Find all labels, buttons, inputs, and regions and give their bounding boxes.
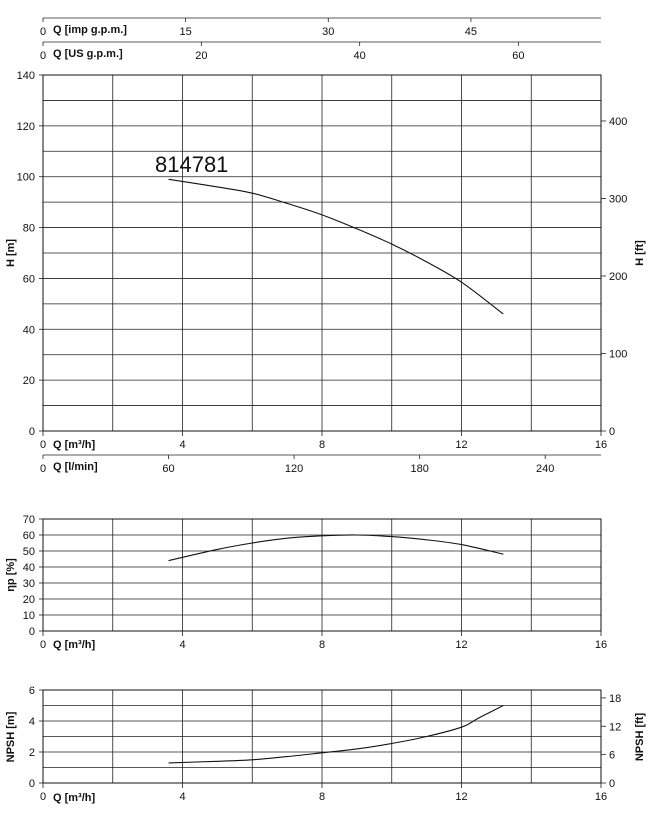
pump-model-label: 814781 <box>155 152 228 177</box>
npsh-y-axis-label: NPSH [m] <box>5 711 17 762</box>
bottom-axis2-tick-label: 60 <box>162 463 174 475</box>
efficiency-x-tick-label: 16 <box>595 639 607 651</box>
head-right-tick-label: 100 <box>609 348 627 360</box>
npsh-y-axis-right-label: NPSH [ft] <box>634 713 646 762</box>
npsh-x-tick-label: 12 <box>455 791 467 803</box>
head-y-axis-right-label: H [ft] <box>634 240 646 266</box>
head-x-tick-label: 8 <box>319 439 325 451</box>
head-y-tick-label: 0 <box>29 426 35 438</box>
head-right-tick-label: 200 <box>609 271 627 283</box>
head-x-axis-label: Q [m³/h] <box>53 439 95 451</box>
head-x-tick-label: 12 <box>455 439 467 451</box>
efficiency-y-tick-label: 50 <box>23 546 35 558</box>
head-y-tick-label: 120 <box>17 121 35 133</box>
efficiency-x-axis-label: Q [m³/h] <box>53 639 95 651</box>
npsh-x-axis-label: Q [m³/h] <box>53 792 95 804</box>
npsh-x-tick-label: 16 <box>595 791 607 803</box>
head-x-tick-label: 4 <box>179 439 185 451</box>
head-x-tick-label: 0 <box>40 439 46 451</box>
efficiency-x-tick-label: 0 <box>40 639 46 651</box>
top-axis-tick-label: 60 <box>512 50 524 62</box>
top-axis-tick-label: 45 <box>465 26 477 38</box>
npsh-y-tick-label: 6 <box>29 685 35 697</box>
head-y-tick-label: 100 <box>17 172 35 184</box>
top-axis-tick-label: 20 <box>195 50 207 62</box>
npsh-x-tick-label: 8 <box>319 791 325 803</box>
npsh-x-tick-label: 4 <box>179 791 185 803</box>
top-axis-label: Q [imp g.p.m.] <box>53 24 127 36</box>
efficiency-y-tick-label: 30 <box>23 578 35 590</box>
npsh-x-tick-label: 0 <box>40 791 46 803</box>
npsh-right-tick-label: 6 <box>609 750 615 762</box>
efficiency-y-tick-label: 40 <box>23 562 35 574</box>
npsh-right-tick-label: 18 <box>609 693 621 705</box>
efficiency-y-tick-label: 0 <box>29 626 35 638</box>
bottom-axis2-tick-label: 120 <box>285 463 303 475</box>
efficiency-x-tick-label: 4 <box>179 639 185 651</box>
efficiency-x-tick-label: 8 <box>319 639 325 651</box>
bottom-axis2-label: Q [l/min] <box>53 461 98 473</box>
head-right-tick-label: 400 <box>609 116 627 128</box>
top-axis-tick-label: 0 <box>40 26 46 38</box>
top-axis-tick-label: 30 <box>322 26 334 38</box>
top-axis-label: Q [US g.p.m.] <box>53 48 123 60</box>
head-right-tick-label: 300 <box>609 193 627 205</box>
efficiency-y-tick-label: 60 <box>23 530 35 542</box>
head-chart: 15 30 450 Q [imp g.p.m.]20 40 600 Q [US g.p.m.… <box>5 17 646 475</box>
npsh-y-tick-label: 0 <box>29 778 35 790</box>
head-y-tick-label: 60 <box>23 273 35 285</box>
efficiency-y-axis-label: ηp [%] <box>5 558 17 592</box>
bottom-axis2-tick-label: 180 <box>410 463 428 475</box>
npsh-y-tick-label: 4 <box>29 716 35 728</box>
efficiency-y-tick-label: 70 <box>23 514 35 526</box>
head-curve <box>168 178 504 315</box>
bottom-axis2-tick-label: 0 <box>40 463 46 475</box>
top-axis-tick-label: 40 <box>354 50 366 62</box>
head-y-tick-label: 20 <box>23 375 35 387</box>
bottom-axis2-tick-label: 240 <box>536 463 554 475</box>
top-axis-tick-label: 0 <box>40 50 46 62</box>
efficiency-y-tick-label: 20 <box>23 594 35 606</box>
head-right-tick-label: 0 <box>609 426 615 438</box>
head-x-tick-label: 16 <box>595 439 607 451</box>
top-axis-tick-label: 15 <box>180 26 192 38</box>
efficiency-chart: 4 8 12 16 00 10 20 30 40 50 60 70 Q [m³/h] ηp [%] <box>5 514 607 651</box>
efficiency-x-tick-label: 12 <box>455 639 467 651</box>
head-y-tick-label: 140 <box>17 70 35 82</box>
npsh-curve <box>168 705 504 764</box>
efficiency-y-tick-label: 10 <box>23 610 35 622</box>
npsh-right-tick-label: 12 <box>609 721 621 733</box>
head-y-tick-label: 40 <box>23 324 35 336</box>
head-y-tick-label: 80 <box>23 223 35 235</box>
efficiency-curve <box>168 534 504 562</box>
npsh-y-tick-label: 2 <box>29 747 35 759</box>
npsh-right-tick-label: 0 <box>609 778 615 790</box>
head-y-axis-label: H [m] <box>5 239 17 267</box>
